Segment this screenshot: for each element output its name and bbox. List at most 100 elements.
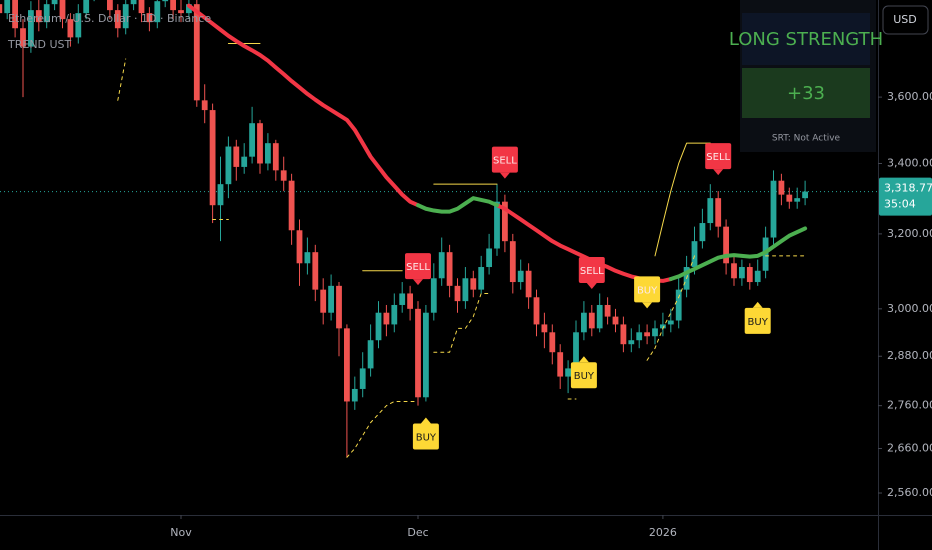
signal-badge bbox=[570, 362, 597, 389]
candle-body bbox=[122, 4, 129, 29]
candle-body bbox=[312, 252, 319, 290]
candle-body bbox=[296, 230, 303, 264]
candle-body bbox=[249, 123, 255, 157]
signal-label: SELL bbox=[706, 152, 730, 163]
y-tick-label: 3,600.00 bbox=[887, 90, 932, 103]
candle-body bbox=[549, 332, 556, 353]
signal-badge bbox=[491, 146, 518, 173]
candle-body bbox=[225, 146, 232, 185]
candle-body bbox=[517, 270, 524, 283]
currency-label[interactable]: USD bbox=[893, 13, 917, 26]
candle-body bbox=[399, 293, 406, 305]
candle-body bbox=[209, 110, 216, 206]
candle-body bbox=[280, 170, 287, 181]
candle-body bbox=[328, 285, 334, 313]
candle-body bbox=[723, 226, 729, 264]
candle-body bbox=[4, 0, 11, 14]
candle-body bbox=[20, 28, 26, 47]
candle-body bbox=[43, 4, 50, 23]
candle-body bbox=[731, 263, 737, 279]
candle-body bbox=[51, 0, 58, 5]
candle-body bbox=[667, 320, 674, 325]
last-price-box bbox=[879, 177, 932, 216]
candle-body bbox=[470, 278, 477, 290]
candle-body bbox=[114, 10, 121, 29]
signal-badge bbox=[412, 423, 439, 450]
candle-body bbox=[178, 10, 184, 14]
candle-body bbox=[344, 328, 350, 402]
x-tick-label: 2026 bbox=[649, 526, 677, 539]
candle-body bbox=[573, 332, 579, 369]
candle-body bbox=[644, 332, 650, 337]
candle-body bbox=[241, 156, 248, 167]
candle-body bbox=[802, 191, 808, 199]
candle-body bbox=[257, 123, 263, 164]
candle-body bbox=[415, 308, 421, 398]
candle-body bbox=[193, 4, 200, 101]
candle-body bbox=[383, 312, 390, 325]
signal-badge bbox=[634, 276, 661, 303]
candle-body bbox=[351, 388, 358, 402]
candle-body bbox=[462, 278, 469, 302]
candle-body bbox=[320, 289, 327, 313]
candle-body bbox=[588, 312, 595, 329]
symbol-title: Ethereum / U.S. Dollar · 1D · Binance bbox=[8, 12, 211, 25]
signal-label: BUY bbox=[574, 371, 595, 382]
candle-body bbox=[59, 0, 66, 20]
candle-body bbox=[201, 100, 208, 111]
candle-body bbox=[67, 19, 74, 38]
candle-body bbox=[502, 201, 508, 242]
candle-body bbox=[359, 368, 366, 389]
candle-body bbox=[130, 0, 137, 5]
candle-body bbox=[478, 267, 485, 290]
x-tick-label: Nov bbox=[170, 526, 192, 539]
candle-body bbox=[367, 340, 374, 369]
candle-body bbox=[75, 13, 82, 38]
candle-body bbox=[138, 0, 145, 14]
strength-value-box bbox=[742, 68, 870, 118]
strength-status: SRT: Not Active bbox=[772, 134, 841, 144]
signal-label: BUY bbox=[637, 285, 658, 296]
candle-body bbox=[660, 324, 666, 329]
candle-body bbox=[288, 180, 295, 231]
candle-body bbox=[565, 368, 571, 377]
last-price-label: 3,318.77 bbox=[884, 182, 932, 195]
candle-body bbox=[446, 252, 453, 286]
candle-body bbox=[83, 0, 90, 14]
signal-badge bbox=[744, 307, 771, 334]
candle-body bbox=[581, 312, 587, 333]
candle-body bbox=[612, 316, 619, 325]
candle-body bbox=[620, 324, 627, 345]
signal-pointer bbox=[713, 169, 724, 176]
indicator-name: TREND UST bbox=[7, 38, 72, 51]
strength-value: +33 bbox=[787, 83, 825, 104]
strength-title-box bbox=[742, 13, 870, 65]
trail-lower bbox=[117, 58, 806, 458]
candle-body bbox=[186, 4, 192, 14]
candle-body bbox=[430, 278, 437, 313]
candle-body bbox=[217, 184, 224, 206]
candle-body bbox=[746, 267, 753, 283]
candle-body bbox=[170, 0, 176, 11]
candle-body bbox=[265, 143, 271, 164]
signal-pointer bbox=[578, 356, 589, 363]
candle-body bbox=[107, 0, 113, 11]
countdown-label: 35:04 bbox=[884, 198, 916, 211]
signal-pointer bbox=[586, 282, 597, 289]
candle-body bbox=[146, 13, 153, 23]
candle-body bbox=[699, 223, 706, 242]
moving-average bbox=[416, 196, 808, 282]
axes: 2,560.00 2,660.00 2,760.00 2,880.00 3,000.00… bbox=[170, 90, 932, 539]
candle-body bbox=[596, 304, 603, 329]
candle-body bbox=[533, 297, 540, 325]
candle-body bbox=[391, 304, 398, 325]
candle-body bbox=[739, 267, 745, 279]
signal-badge bbox=[705, 143, 732, 170]
currency-button[interactable] bbox=[882, 5, 929, 35]
strength-title: LONG STRENGTH bbox=[729, 29, 883, 50]
signal-label: BUY bbox=[748, 317, 769, 328]
candle-body bbox=[557, 352, 564, 377]
candle-body bbox=[407, 293, 413, 309]
signal-pointer bbox=[642, 302, 653, 309]
